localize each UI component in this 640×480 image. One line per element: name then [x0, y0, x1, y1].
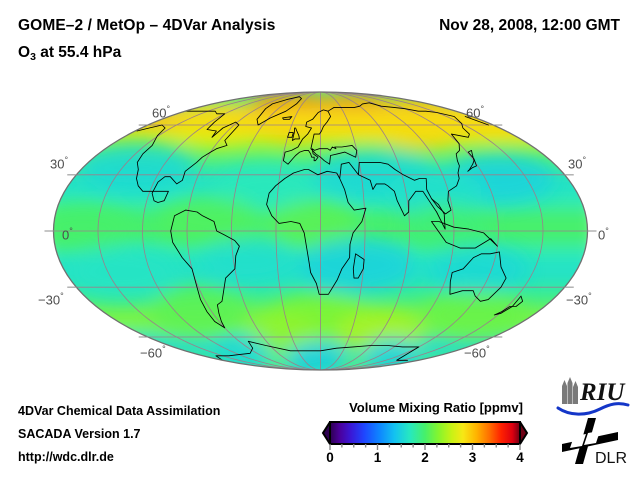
latitude-label-left: −30° [38, 291, 64, 308]
coastlines [136, 96, 524, 361]
colorbar-title: Volume Mixing Ratio [ppmv] [349, 400, 523, 415]
ozone-anomaly-patch [268, 200, 358, 247]
species-subscript: 3 [30, 51, 36, 63]
dlr-emblem-icon [562, 418, 618, 464]
riu-wordmark: RIU [579, 379, 626, 406]
latitude-label-right: −30° [566, 291, 592, 308]
colorbar-gradient [330, 422, 520, 444]
coastline-path [493, 295, 524, 316]
latitude-label-right: 0° [598, 226, 609, 243]
latitude-label-left: 30° [50, 155, 69, 172]
footer-line-url[interactable]: http://wdc.dlr.de [18, 450, 114, 464]
latitude-label-right: −60° [464, 344, 490, 361]
coastline-path [170, 209, 240, 329]
colorbar-ticks [329, 444, 521, 450]
species-level: at 55.4 hPa [35, 44, 122, 61]
colorbar [321, 421, 529, 450]
ozone-anomaly-patch [151, 287, 248, 337]
coastline-path [464, 116, 489, 126]
ozone-anomaly-patch [76, 143, 196, 192]
coastline-path [266, 169, 367, 295]
ozone-anomaly-patch [298, 238, 414, 292]
latitude-label-right: 60° [466, 104, 485, 121]
ozone-anomaly-patch [53, 204, 136, 250]
coastline-path [282, 116, 293, 120]
footer-line-version: SACADA Version 1.7 [18, 427, 141, 441]
coastline-path [339, 161, 446, 230]
ozone-anomaly-patch [427, 246, 528, 292]
ozone-anomaly-patch [420, 290, 528, 340]
logo-group: RIU DLR [556, 377, 630, 466]
colorbar-tick-label: 4 [516, 450, 524, 465]
colorbar-tick-label: 0 [326, 450, 334, 465]
species-subtitle: O3 at 55.4 hPa [18, 44, 122, 63]
coastline-path [352, 253, 365, 279]
coastline-path [327, 102, 470, 215]
riu-wave-icon [556, 402, 630, 416]
page-title: GOME–2 / MetOp – 4DVar Analysis [18, 17, 276, 34]
coastline-path [287, 132, 294, 138]
coastline-path [247, 340, 420, 361]
colorbar-tick-label: 3 [468, 450, 477, 465]
riu-logo[interactable]: RIU [556, 377, 630, 416]
latitude-label-left: 60° [152, 104, 171, 121]
ozone-anomaly-patch [384, 171, 485, 216]
world-ozone-map [44, 91, 597, 371]
timestamp: Nov 28, 2008, 12:00 GMT [439, 17, 620, 34]
riu-tower-icon [562, 377, 578, 404]
species-symbol: O [18, 44, 31, 61]
latitude-label-right: 30° [568, 155, 587, 172]
dlr-wordmark: DLR [595, 450, 627, 466]
dlr-logo[interactable]: DLR [562, 418, 627, 466]
coastline-path [215, 340, 254, 361]
colorbar-tick-label: 1 [373, 450, 382, 465]
ozone-anomaly-patch [65, 246, 179, 299]
coastline-path [136, 110, 240, 203]
latitude-ticks [44, 124, 597, 338]
coastline-path [449, 251, 507, 302]
latitude-label-left: 0° [62, 226, 73, 243]
coastline-path [467, 149, 477, 172]
ozone-anomaly-patch [197, 238, 299, 285]
footer-line-assimilation: 4DVar Chemical Data Assimilation [18, 404, 221, 418]
colorbar-tick-label: 2 [421, 450, 429, 465]
coastline-path [431, 221, 498, 249]
coastline-path [282, 109, 358, 165]
coastline-path [291, 127, 300, 141]
ozone-anomaly-patch [402, 204, 492, 250]
latitude-label-left: −60° [140, 344, 166, 361]
coastline-path [256, 96, 302, 126]
